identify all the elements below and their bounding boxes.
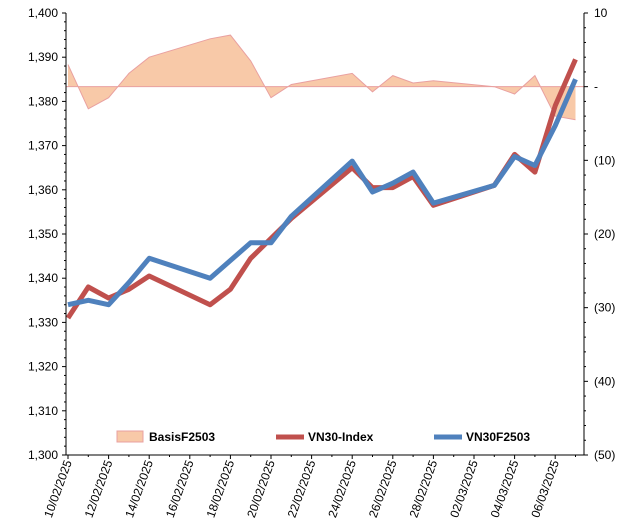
series-line-vn30f2503 <box>67 78 578 308</box>
left-y-tick-label: 1,360 <box>28 183 58 197</box>
right-y-tick-label: (50) <box>594 448 615 462</box>
left-y-tick-label: 1,330 <box>28 315 58 329</box>
index-lines-layer <box>65 58 578 320</box>
right-y-tick-label: (30) <box>594 301 615 315</box>
basis-area-fill <box>68 35 576 120</box>
right-y-tick-label: - <box>594 80 598 94</box>
legend-label-vn30f2503: VN30F2503 <box>466 430 530 444</box>
left-y-tick-label: 1,350 <box>28 227 58 241</box>
right-y-tick-label: (20) <box>594 227 615 241</box>
legend: BasisF2503 VN30-Index VN30F2503 <box>116 430 530 444</box>
legend-swatch-basisf2503 <box>116 430 144 443</box>
left-y-tick-label: 1,340 <box>28 271 58 285</box>
right-y-tick-label: 10 <box>594 6 608 20</box>
left-y-tick-label: 1,320 <box>28 360 58 374</box>
basis-area-edge <box>67 34 576 121</box>
left-y-tick-label: 1,370 <box>28 139 58 153</box>
legend-label-basisf2503: BasisF2503 <box>149 430 215 444</box>
left-y-tick-label: 1,380 <box>28 94 58 108</box>
right-y-tick-label: (40) <box>594 374 615 388</box>
basis-area-layer <box>67 34 576 121</box>
left-y-tick-label: 1,310 <box>28 404 58 418</box>
legend-label-vn30-index: VN30-Index <box>308 430 374 444</box>
right-y-tick-label: (10) <box>594 153 615 167</box>
left-y-tick-label: 1,300 <box>28 448 58 462</box>
left-y-tick-label: 1,400 <box>28 6 58 20</box>
left-y-tick-label: 1,390 <box>28 50 58 64</box>
